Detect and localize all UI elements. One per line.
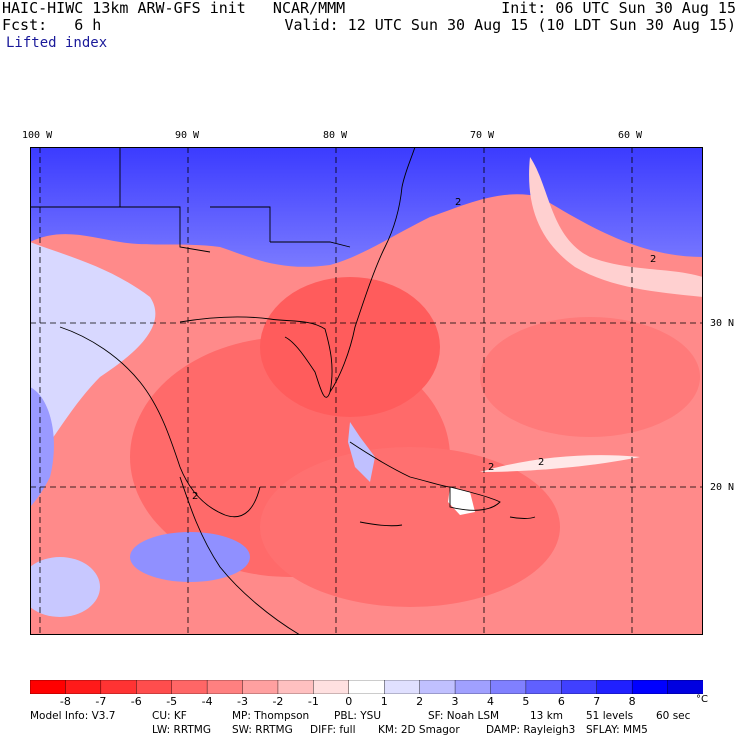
colorbar-tick-label: 1: [380, 695, 388, 708]
diffusion: DIFF: full: [310, 724, 356, 736]
mexico-stable-spot: [30, 387, 54, 507]
colorbar: [30, 680, 703, 694]
colorbar-swatch: [667, 680, 703, 694]
colorbar-tick-label: 0: [345, 695, 353, 708]
colorbar-tick-label: -2: [272, 695, 284, 708]
lon-label-80w: 80 W: [323, 130, 348, 141]
colorbar-tick-label: -5: [166, 695, 178, 708]
plot-title: HAIC-HIWC 13km ARW-GFS init NCAR/MMM: [2, 0, 346, 17]
atlantic-warm-area: [480, 317, 700, 437]
contour-label: 2: [192, 491, 198, 502]
surface-scheme: SF: Noah LSM: [428, 710, 500, 722]
colorbar-swatch: [30, 680, 67, 694]
colorbar-tick-label: -3: [237, 695, 248, 708]
colorbar-tick-label: 2: [416, 695, 424, 708]
eddy-coefficient: KM: 2D Smagor: [378, 724, 460, 736]
sw-radiation: SW: RRTMG: [232, 724, 293, 736]
colorbar-swatch: [171, 680, 208, 694]
contour-label: 2: [538, 457, 544, 468]
lat-label-20n: 20 N: [710, 482, 735, 493]
grid-spacing: 13 km: [530, 710, 564, 722]
colorbar-swatch: [348, 680, 385, 694]
lon-label-60w: 60 W: [618, 130, 643, 141]
central-america-stable: [130, 532, 250, 582]
forecast-hour: Fcst: 6 h: [2, 16, 102, 34]
colorbar-swatch: [561, 680, 598, 694]
colorbar-tick-label: -7: [95, 695, 107, 708]
lw-radiation: LW: RRTMG: [152, 724, 211, 736]
colorbar-tick-label: 7: [593, 695, 601, 708]
colorbar-swatch: [525, 680, 563, 694]
colorbar-swatch: [100, 680, 137, 694]
contour-label: 2: [650, 254, 656, 265]
lifted-index-map: 2 2 2 2 2: [30, 147, 703, 635]
colorbar-swatch: [206, 680, 244, 694]
lat-label-30n: 30 N: [710, 318, 735, 329]
colorbar-tick-label: -4: [201, 695, 213, 708]
model-version: Model Info: V3.7: [30, 710, 116, 722]
atlantic-band: [480, 455, 640, 472]
contour-label: 2: [488, 462, 494, 473]
damping: DAMP: Rayleigh3: [486, 724, 576, 736]
lon-label-70w: 70 W: [470, 130, 495, 141]
colorbar-tick-label: -8: [59, 695, 71, 708]
colorbar-tick-label: -1: [307, 695, 319, 708]
colorbar-swatch: [596, 680, 633, 694]
time-step: 60 sec: [656, 710, 691, 722]
colorbar-swatch: [419, 680, 456, 694]
lon-label-100w: 100 W: [22, 130, 53, 141]
colorbar-swatch: [454, 680, 492, 694]
colorbar-tick-label: 3: [451, 695, 459, 708]
colorbar-swatch: [65, 680, 102, 694]
colorbar-tick-label: 5: [522, 695, 530, 708]
colorbar-swatch: [490, 680, 527, 694]
valid-time: Valid: 12 UTC Sun 30 Aug 15 (10 LDT Sun …: [284, 16, 736, 34]
colorbar-tick-label: 6: [557, 695, 565, 708]
init-time: Init: 06 UTC Sun 30 Aug 15: [501, 0, 736, 17]
colorbar-swatch: [242, 680, 279, 694]
atlantic-ridge-band: [529, 157, 703, 297]
contour-label: 2: [455, 197, 461, 208]
colorbar-unit: °C: [696, 694, 708, 705]
colorbar-tick-label: 4: [486, 695, 494, 708]
texas-stable-area: [30, 242, 156, 467]
graticule: [30, 147, 703, 635]
colorbar-swatch: [384, 680, 421, 694]
pacific-stable: [30, 557, 100, 617]
surface-layer: SFLAY: MM5: [586, 724, 648, 736]
colorbar-swatch: [277, 680, 315, 694]
map-frame: [30, 147, 703, 635]
colorbar-swatch: [313, 680, 350, 694]
pbl-scheme: PBL: YSU: [334, 710, 382, 722]
microphysics-scheme: MP: Thompson: [232, 710, 310, 722]
colorbar-tick-label: -6: [130, 695, 142, 708]
colorbar-swatch: [136, 680, 173, 694]
cumulus-scheme: CU: KF: [152, 710, 187, 722]
cuba-stable-area: [348, 422, 375, 482]
colorbar-tick-label: 8: [628, 695, 636, 708]
lon-label-90w: 90 W: [175, 130, 200, 141]
field-name: Lifted index: [6, 35, 108, 51]
coastlines: [30, 147, 536, 635]
colorbar-swatch: [631, 680, 669, 694]
vertical-levels: 51 levels: [586, 710, 634, 722]
